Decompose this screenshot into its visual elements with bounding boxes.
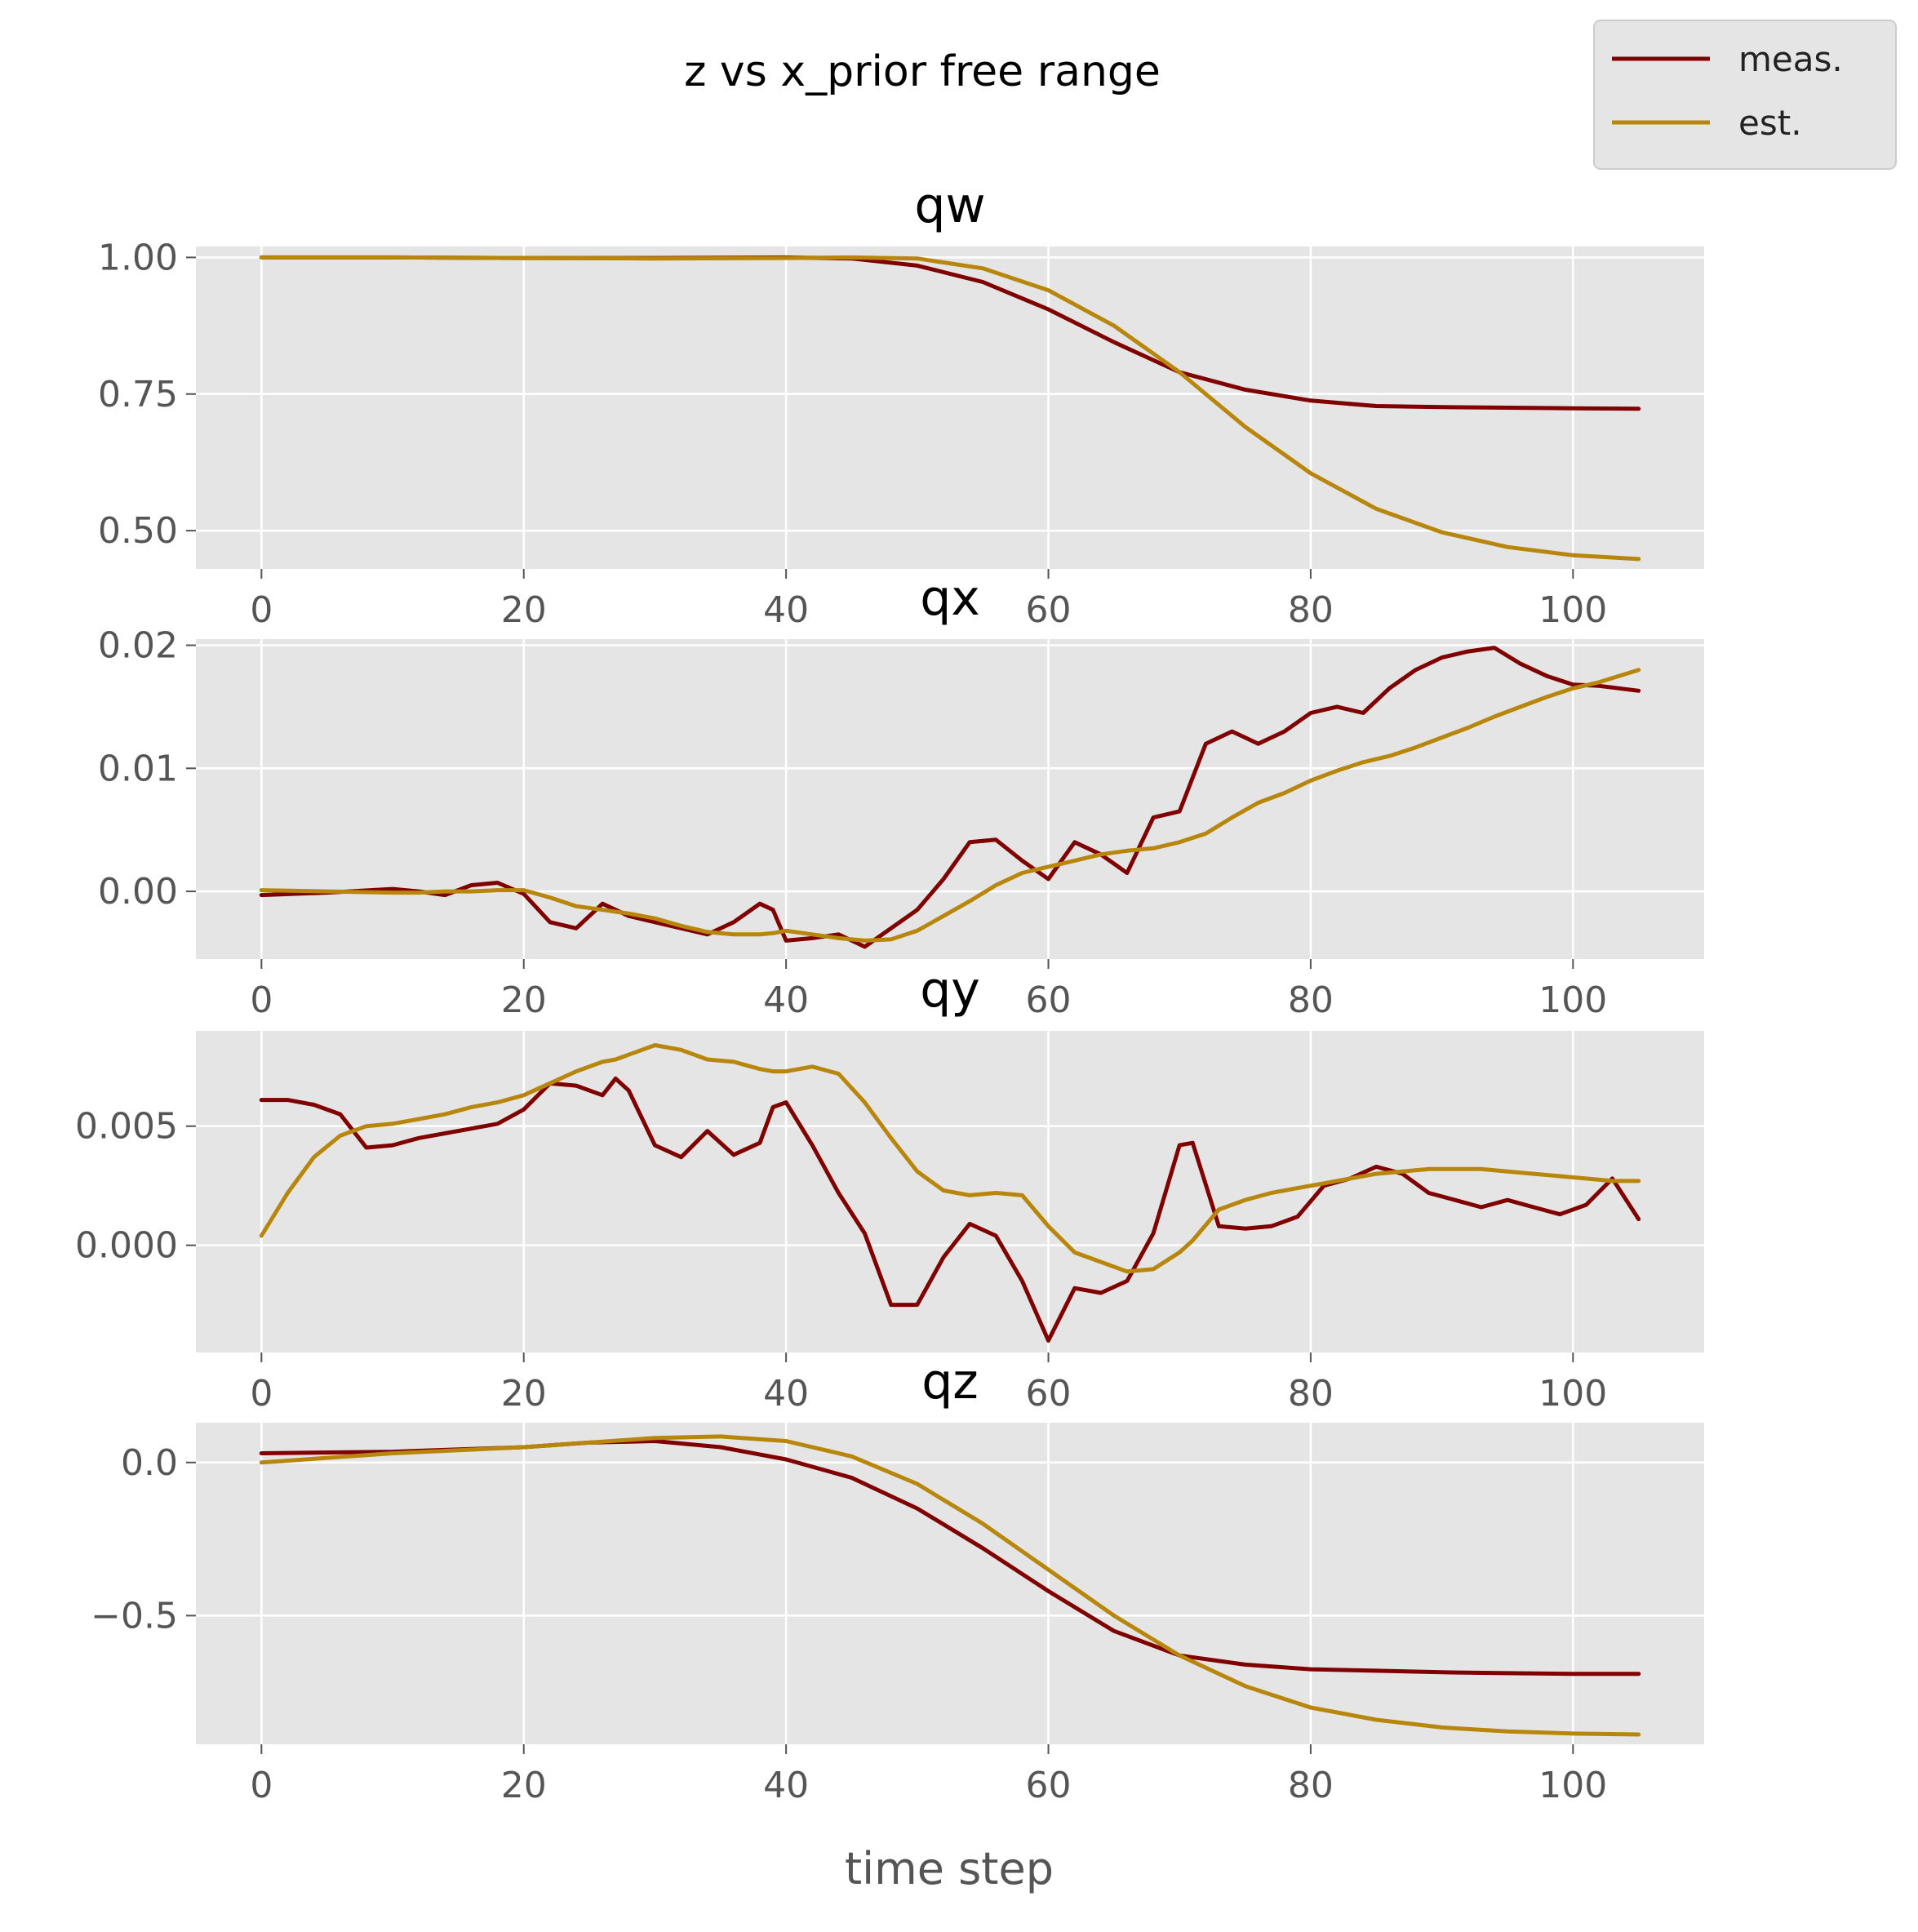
x-tick-label: 40	[763, 589, 809, 631]
x-tick-label: 40	[763, 979, 809, 1021]
x-tick-label: 100	[1538, 979, 1607, 1021]
x-tick-label: 60	[1026, 979, 1072, 1021]
y-tick-label: 1.00	[98, 237, 178, 278]
x-tick-label: 0	[250, 589, 273, 631]
x-tick-label: 20	[501, 1765, 547, 1806]
x-tick-label: 60	[1026, 589, 1072, 631]
legend-label-est: est.	[1738, 103, 1802, 143]
x-tick-label: 40	[763, 1373, 809, 1415]
x-tick-label: 80	[1288, 979, 1334, 1021]
series-line-est	[259, 1434, 1641, 1737]
plot-area	[196, 1423, 1704, 1744]
subplot-qx: 0 20 40 60 80 100 0.00 0.01 0.02 qx	[98, 570, 1704, 1021]
x-tick-label: 80	[1288, 1765, 1334, 1806]
x-axis-label: time step	[845, 1843, 1054, 1894]
x-tick-label: 80	[1288, 589, 1334, 631]
x-tick-label: 0	[250, 1765, 273, 1806]
subplot-qy: 0 20 40 60 80 100 0.000 0.005 qy	[75, 962, 1704, 1415]
x-tick-label: 20	[501, 1373, 547, 1415]
x-tick-label: 0	[250, 1373, 273, 1415]
series-line-est	[259, 1043, 1641, 1274]
subplot-qw: 0 20 40 60 80 100 0.50 0.75 1.00 qw	[98, 177, 1704, 631]
y-tick-label: 0.00	[98, 871, 178, 913]
subplot-title: qw	[914, 177, 985, 234]
y-tick-label: 0.02	[98, 625, 178, 667]
x-tick-label: 20	[501, 979, 547, 1021]
series-line-est	[259, 668, 1641, 943]
x-tick-label: 80	[1288, 1373, 1334, 1415]
subplots: 0 20 40 60 80 100 0.50 0.75 1.00 qw 0 20 40 60 80 100 0.…	[75, 177, 1704, 1806]
y-tick-label: 0.0	[121, 1442, 178, 1484]
y-tick-label: 0.000	[75, 1225, 178, 1267]
subplot-title: qy	[920, 962, 980, 1019]
y-tick-label: −0.5	[91, 1595, 178, 1637]
x-tick-label: 60	[1026, 1765, 1072, 1806]
y-tick-label: 0.50	[98, 510, 178, 552]
subplot-qz: 0 20 40 60 80 100 −0.5 0.0 qz	[91, 1353, 1704, 1806]
suptitle: z vs x_prior free range	[684, 47, 1161, 96]
series-line-est	[259, 255, 1641, 562]
plot-area	[196, 639, 1704, 959]
subplot-title: qx	[920, 570, 980, 627]
y-tick-label: 0.01	[98, 748, 178, 789]
x-tick-label: 100	[1538, 1373, 1607, 1415]
x-tick-label: 40	[763, 1765, 809, 1806]
x-tick-label: 100	[1538, 589, 1607, 631]
legend: meas. est.	[1593, 20, 1897, 170]
x-tick-label: 100	[1538, 1765, 1607, 1806]
x-tick-label: 20	[501, 589, 547, 631]
y-tick-label: 0.005	[75, 1106, 178, 1148]
x-tick-label: 60	[1026, 1373, 1072, 1415]
y-tick-label: 0.75	[98, 374, 178, 415]
subplot-title: qz	[921, 1353, 979, 1410]
x-tick-label: 0	[250, 979, 273, 1021]
legend-label-meas: meas.	[1738, 39, 1843, 79]
series-line-meas	[259, 646, 1641, 949]
